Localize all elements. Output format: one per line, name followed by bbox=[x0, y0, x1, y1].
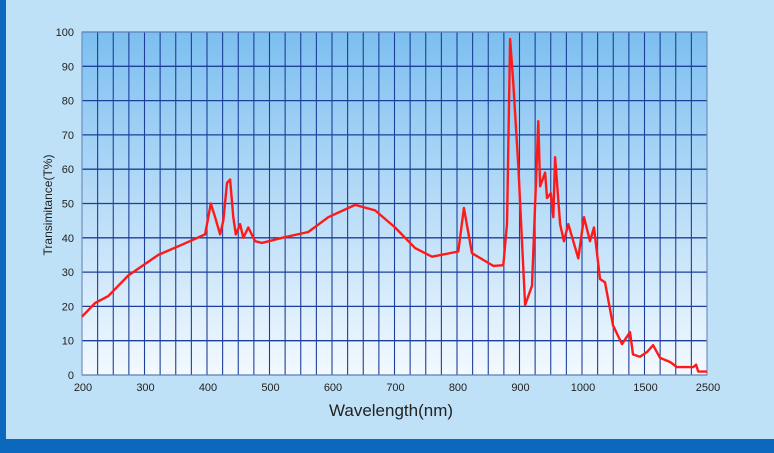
y-tick-label: 10 bbox=[62, 336, 74, 348]
frame-left-border bbox=[0, 0, 6, 453]
x-tick-label: 2500 bbox=[696, 382, 720, 394]
y-tick-label: 40 bbox=[62, 233, 74, 245]
x-tick-label: 400 bbox=[199, 382, 217, 394]
y-tick-label: 60 bbox=[62, 164, 74, 176]
y-axis-title: Transimitance(T%) bbox=[41, 155, 55, 256]
frame-bottom-border bbox=[0, 439, 774, 453]
y-tick-label: 80 bbox=[62, 96, 74, 108]
x-tick-label: 800 bbox=[449, 382, 467, 394]
transmittance-series-line bbox=[81, 37, 707, 373]
y-tick-label: 20 bbox=[62, 301, 74, 313]
x-tick-label: 700 bbox=[386, 382, 404, 394]
x-tick-labels: 200 300 400 500 600 700 800 900 1000 1500 2500 bbox=[74, 382, 720, 394]
y-tick-label: 0 bbox=[68, 370, 74, 382]
x-tick-label: 900 bbox=[511, 382, 529, 394]
y-tick-label: 100 bbox=[56, 27, 74, 39]
x-tick-label: 600 bbox=[324, 382, 342, 394]
x-tick-label: 200 bbox=[74, 382, 92, 394]
y-tick-label: 50 bbox=[62, 199, 74, 211]
x-tick-label: 300 bbox=[136, 382, 154, 394]
plot-border bbox=[81, 31, 708, 376]
y-tick-label: 90 bbox=[62, 61, 74, 73]
x-tick-label: 1000 bbox=[571, 382, 595, 394]
x-axis-title: Wavelength(nm) bbox=[329, 401, 453, 420]
grid-lines bbox=[81, 31, 708, 376]
x-tick-label: 500 bbox=[261, 382, 279, 394]
y-tick-label: 30 bbox=[62, 267, 74, 279]
x-tick-label: 1500 bbox=[633, 382, 657, 394]
y-tick-label: 70 bbox=[62, 130, 74, 142]
y-tick-labels: 0 10 20 30 40 50 60 70 80 90 100 bbox=[56, 27, 74, 382]
